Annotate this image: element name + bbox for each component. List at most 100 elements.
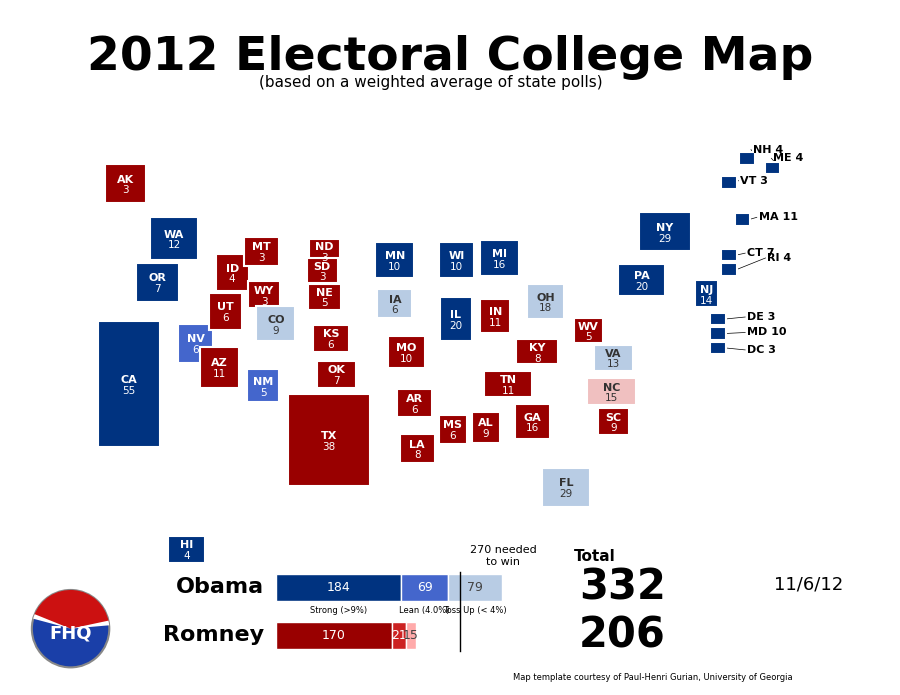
Text: FHQ: FHQ [50, 625, 92, 642]
Bar [406, 622, 416, 649]
Text: 206: 206 [579, 614, 666, 657]
Bar [248, 369, 279, 402]
Bar [392, 622, 406, 649]
Bar [308, 284, 340, 310]
Text: IL: IL [450, 310, 462, 320]
Bar [201, 347, 239, 388]
Text: MT: MT [252, 243, 271, 252]
Bar [542, 468, 590, 507]
Bar [388, 336, 425, 368]
Bar [740, 152, 755, 165]
Bar [312, 325, 349, 352]
Text: 3: 3 [321, 253, 328, 263]
Text: 29: 29 [658, 234, 671, 244]
Text: OK: OK [328, 366, 346, 375]
Bar [480, 240, 518, 277]
Text: NC: NC [603, 383, 620, 393]
Text: CT 7: CT 7 [747, 248, 775, 258]
Bar [481, 299, 510, 334]
Text: KS: KS [323, 329, 339, 339]
Text: NE: NE [316, 288, 333, 298]
Bar [98, 321, 159, 447]
Bar [275, 573, 401, 600]
Text: 11: 11 [501, 386, 515, 395]
Text: 10: 10 [400, 354, 413, 363]
Bar [721, 263, 736, 276]
Text: GA: GA [524, 413, 541, 423]
Bar [209, 293, 242, 329]
Text: UT: UT [217, 302, 234, 312]
Text: KY: KY [529, 343, 545, 353]
Bar [574, 318, 603, 343]
Text: 79: 79 [467, 580, 483, 594]
Text: AZ: AZ [212, 359, 228, 368]
Text: 5: 5 [585, 332, 591, 343]
Text: Lean (4.0%): Lean (4.0%) [400, 607, 450, 615]
Text: RI 4: RI 4 [768, 253, 792, 263]
Text: 4: 4 [184, 551, 190, 561]
Text: 10: 10 [450, 262, 464, 272]
Text: WA: WA [164, 230, 184, 240]
Text: 9: 9 [610, 423, 616, 433]
Text: NY: NY [656, 223, 673, 233]
Text: 10: 10 [388, 262, 401, 272]
Bar [168, 536, 205, 563]
Text: NH 4: NH 4 [753, 145, 783, 154]
Bar [244, 237, 279, 265]
Bar [448, 573, 502, 600]
Bar [397, 389, 432, 417]
Text: 5: 5 [321, 298, 328, 309]
Bar [150, 218, 198, 260]
Text: CO: CO [267, 315, 284, 325]
Text: 16: 16 [526, 423, 539, 433]
Text: (based on a weighted average of state polls): (based on a weighted average of state po… [259, 75, 602, 90]
Text: 12: 12 [167, 240, 181, 250]
Text: Obama: Obama [176, 577, 265, 597]
Text: Romney: Romney [163, 626, 265, 646]
Bar [375, 242, 414, 278]
Text: 16: 16 [492, 260, 506, 270]
Text: TN: TN [500, 375, 517, 385]
Text: 270 needed
to win: 270 needed to win [470, 546, 536, 567]
Bar [401, 573, 448, 600]
Text: MS: MS [444, 420, 463, 430]
Bar [765, 162, 780, 174]
Text: 20: 20 [449, 320, 463, 331]
Text: LA: LA [410, 440, 425, 450]
Text: 6: 6 [222, 313, 229, 323]
Text: 3: 3 [258, 253, 265, 263]
Bar [598, 408, 629, 435]
Circle shape [32, 590, 109, 667]
Text: MA 11: MA 11 [759, 212, 797, 222]
Text: HI: HI [180, 541, 194, 550]
Text: 15: 15 [605, 393, 618, 403]
Text: 20: 20 [635, 282, 648, 292]
Bar [721, 176, 736, 189]
Text: 6: 6 [411, 405, 418, 415]
Text: 6: 6 [450, 431, 456, 441]
Text: 29: 29 [560, 489, 572, 499]
Text: MO: MO [396, 343, 417, 353]
Text: 3: 3 [122, 185, 129, 195]
Text: FL: FL [559, 478, 573, 489]
Text: OH: OH [536, 293, 555, 302]
Bar [377, 289, 412, 318]
Text: NM: NM [253, 377, 274, 387]
Text: 11: 11 [489, 318, 502, 328]
Bar [734, 213, 750, 226]
Text: PA: PA [634, 271, 650, 281]
Text: ME 4: ME 4 [773, 154, 804, 163]
Wedge shape [34, 590, 109, 629]
Text: AK: AK [117, 174, 134, 185]
Bar [440, 297, 472, 341]
Text: 38: 38 [322, 442, 336, 452]
Text: ID: ID [226, 263, 239, 274]
Bar [318, 361, 356, 388]
Text: MN: MN [384, 251, 405, 261]
Bar [515, 404, 550, 439]
Text: 8: 8 [534, 354, 540, 363]
Text: WV: WV [578, 322, 599, 332]
Text: 15: 15 [403, 629, 418, 642]
Bar [710, 313, 726, 325]
Text: 8: 8 [414, 450, 420, 460]
